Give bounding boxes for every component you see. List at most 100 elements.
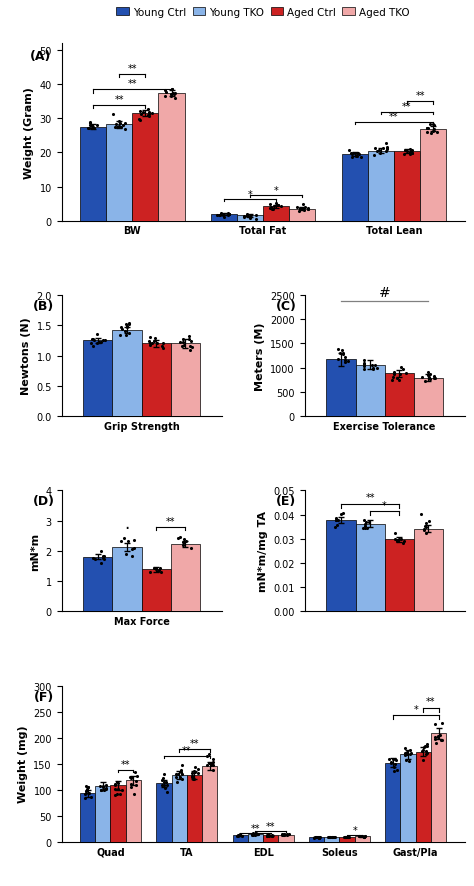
Point	[146, 330, 154, 345]
Point	[310, 830, 318, 844]
Bar	[324, 837, 339, 842]
Point	[254, 828, 261, 842]
Point	[91, 121, 98, 136]
Point	[224, 207, 232, 222]
Text: **: **	[121, 759, 130, 769]
Bar	[342, 155, 368, 222]
Point	[295, 204, 303, 218]
Point	[133, 769, 140, 783]
Point	[236, 828, 244, 842]
Point	[312, 830, 320, 844]
Point	[397, 532, 405, 547]
Point	[86, 116, 94, 130]
Point	[383, 143, 391, 157]
Bar	[327, 360, 356, 416]
Point	[434, 730, 442, 744]
Point	[126, 770, 134, 784]
Point	[373, 145, 380, 159]
Point	[243, 208, 251, 222]
Point	[424, 369, 431, 383]
Point	[268, 828, 276, 843]
Point	[356, 147, 363, 161]
Bar	[142, 344, 171, 416]
Point	[388, 374, 396, 388]
Point	[316, 830, 323, 844]
Text: *: *	[382, 500, 387, 510]
Point	[209, 752, 217, 766]
Point	[140, 105, 147, 120]
Point	[127, 770, 135, 784]
Bar	[237, 216, 263, 222]
Point	[187, 540, 195, 555]
Point	[236, 828, 243, 843]
Point	[145, 103, 152, 117]
Point	[280, 828, 288, 842]
Point	[93, 328, 100, 342]
Point	[348, 147, 356, 161]
Point	[189, 769, 196, 783]
Point	[293, 201, 301, 215]
Point	[162, 775, 170, 789]
Point	[194, 762, 201, 776]
Point	[163, 778, 171, 792]
Point	[137, 108, 145, 122]
Point	[426, 370, 433, 385]
Point	[339, 346, 346, 361]
Point	[387, 755, 394, 769]
Point	[158, 339, 166, 354]
Point	[168, 82, 175, 97]
Point	[87, 120, 94, 134]
Point	[324, 830, 332, 844]
Point	[82, 779, 90, 793]
Point	[145, 107, 153, 121]
Point	[101, 333, 109, 347]
Point	[178, 767, 185, 781]
Point	[360, 829, 367, 843]
Point	[238, 829, 246, 843]
Point	[157, 565, 165, 579]
Text: (A): (A)	[29, 50, 51, 63]
Point	[168, 88, 175, 102]
Point	[423, 736, 431, 750]
Point	[406, 747, 413, 761]
Point	[99, 334, 107, 348]
Bar	[384, 374, 414, 416]
Bar	[132, 114, 158, 222]
Point	[81, 787, 89, 801]
Point	[111, 777, 118, 791]
Bar	[172, 775, 187, 842]
Bar	[211, 215, 237, 222]
Bar	[414, 529, 443, 611]
Point	[178, 339, 186, 354]
Point	[206, 757, 213, 771]
Point	[311, 830, 319, 844]
Point	[352, 150, 359, 164]
Point	[280, 828, 288, 842]
Point	[285, 828, 293, 842]
Point	[177, 336, 184, 350]
Point	[418, 508, 425, 522]
Point	[362, 516, 369, 530]
Point	[252, 213, 260, 227]
Point	[125, 326, 133, 340]
Bar	[83, 557, 112, 611]
Point	[159, 771, 167, 785]
Point	[365, 515, 373, 529]
Point	[360, 354, 368, 368]
Point	[428, 128, 435, 142]
Text: (E): (E)	[276, 494, 296, 508]
Point	[348, 151, 356, 165]
Point	[326, 830, 334, 844]
Point	[109, 108, 117, 122]
Point	[339, 507, 346, 521]
Point	[263, 828, 271, 843]
Point	[332, 511, 339, 525]
Point	[144, 109, 152, 123]
Point	[390, 365, 397, 379]
Point	[178, 758, 186, 773]
Point	[401, 748, 409, 762]
Point	[431, 730, 439, 744]
Point	[312, 830, 320, 844]
Point	[146, 334, 153, 348]
Point	[97, 783, 105, 797]
